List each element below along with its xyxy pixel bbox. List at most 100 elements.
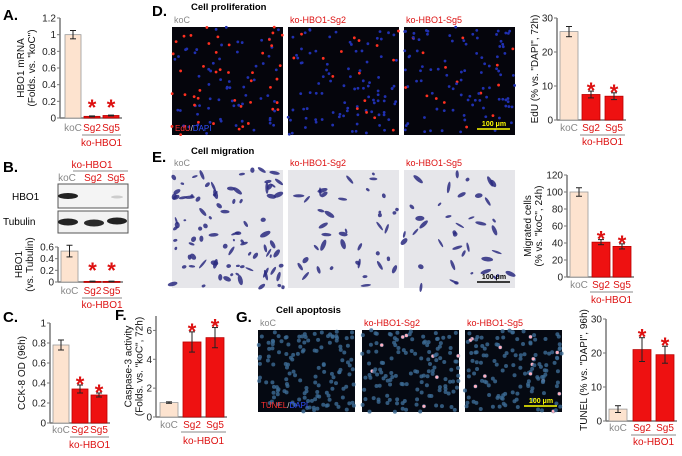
error-bar	[166, 401, 172, 404]
x-tick-label: Sg2	[183, 420, 201, 431]
blot-lane-label: Sg5	[107, 173, 125, 184]
bar-koc	[559, 31, 579, 121]
x-tick-label: Sg2	[83, 123, 101, 134]
blot-band	[58, 218, 78, 226]
stain-b: DAPI	[289, 401, 308, 410]
micrograph-label: koC	[174, 158, 191, 168]
x-tick-label: Sg2	[84, 286, 102, 297]
x-tick-label: Sg5	[605, 123, 623, 134]
micrograph-g-1: ko-HBO1-Sg2	[360, 318, 461, 414]
bar-koc	[52, 344, 70, 424]
x-tick-label: Sg5	[102, 123, 120, 134]
scale-bar-label: 100 μm	[482, 121, 506, 128]
western-blot: ko-HBO1 koC Sg2 Sg5 HBO1 Tubulin	[3, 160, 129, 234]
y-axis-label: EdU (% vs. "DAPI", 72h)	[530, 15, 541, 124]
error-bar	[619, 243, 625, 250]
stain-a: TUNEL	[261, 401, 288, 410]
group-label: ko-HBO1	[582, 137, 624, 148]
y-axis-label: CCK-8 OD (96h)	[17, 336, 28, 410]
y-tick-label: 0	[596, 417, 602, 428]
y-tick-label: 0	[50, 114, 56, 125]
y-tick-label: 20	[591, 349, 603, 360]
x-tick-label: Sg2	[582, 123, 600, 134]
x-tick-label: Sg5	[613, 280, 631, 291]
panel-label-b: B.	[3, 159, 18, 176]
significance-asterisk: *	[618, 231, 627, 256]
blot-band	[111, 195, 123, 199]
stain-sep: /	[191, 124, 194, 133]
bar-sg5	[655, 354, 675, 422]
group-label: ko-HBO1	[81, 138, 123, 149]
bar-koc	[159, 402, 179, 418]
x-tick-label: koC	[52, 425, 70, 436]
y-axis-label: (Folds. vs. "koC", 72h)	[134, 317, 145, 416]
error-bar	[96, 392, 102, 398]
chart-e: 0 20 40 60 80 100 120 Migrated cells (% vs. "koC…	[523, 171, 634, 306]
significance-asterisk: *	[107, 258, 116, 283]
x-tick-label: koC	[61, 286, 79, 297]
error-bar	[615, 405, 621, 413]
y-tick-label: 0.6	[32, 359, 46, 370]
panel-e-title: Cell migration	[191, 146, 255, 157]
blot-lane-label: koC	[58, 173, 76, 184]
group-label: ko-HBO1	[69, 440, 111, 451]
y-tick-label: 0.4	[40, 254, 54, 265]
micrograph-e-0: koC	[167, 158, 285, 290]
significance-asterisk: *	[610, 80, 619, 105]
y-tick-label: 20	[552, 256, 564, 267]
error-bar	[598, 239, 604, 246]
blot-band	[107, 217, 127, 225]
error-bar	[189, 331, 195, 353]
micrograph-label: ko-HBO1-Sg2	[290, 158, 346, 168]
significance-asterisk: *	[95, 380, 104, 405]
y-tick-label: 1	[40, 319, 46, 330]
significance-asterisk: *	[587, 78, 596, 103]
panel-label-c: C.	[3, 309, 18, 326]
x-tick-label: koC	[560, 123, 578, 134]
y-tick-label: 0.2	[42, 97, 56, 108]
bar-sg2	[182, 341, 202, 418]
y-axis-label: (% vs. "koC", 24h)	[534, 185, 545, 266]
error-bar	[108, 280, 115, 283]
bar-sg5	[205, 337, 225, 418]
y-tick-label: 0	[146, 413, 152, 424]
panel-d-title: Cell proliferation	[191, 2, 267, 13]
significance-asterisk: *	[76, 372, 85, 397]
error-bar	[212, 327, 218, 349]
y-axis-label: TUNEL (% vs. "DAPI", 96h)	[579, 309, 590, 431]
group-label: ko-HBO1	[183, 436, 225, 447]
y-tick-label: 0.4	[32, 379, 46, 390]
y-tick-label: 0.6	[42, 64, 56, 75]
group-label: ko-HBO1	[591, 295, 633, 306]
x-tick-label: Sg5	[90, 425, 108, 436]
significance-asterisk: *	[188, 319, 197, 344]
chart-c: 0 0.2 0.4 0.6 0.8 1 CCK-8 OD (96h) koC * Sg2 * Sg5 k…	[17, 319, 110, 452]
micrograph-d-1: ko-HBO1-Sg2	[286, 15, 400, 136]
y-tick-label: 80	[552, 205, 564, 216]
y-tick-label: 2	[146, 384, 152, 395]
significance-asterisk: *	[638, 325, 647, 350]
error-bar	[566, 26, 572, 38]
y-tick-label: 0	[547, 116, 553, 127]
micrograph-d-2: ko-HBO1-Sg5	[403, 15, 516, 135]
stain-b: DAPI	[193, 124, 212, 133]
micrograph-label: ko-HBO1-Sg5	[406, 158, 462, 168]
x-tick-label: Sg5	[206, 420, 224, 431]
y-tick-label: 1	[50, 30, 56, 41]
micrograph-g-2: ko-HBO1-Sg5	[463, 318, 564, 414]
blot-lane-label: Sg2	[84, 173, 102, 184]
micrograph-label: ko-HBO1-Sg2	[290, 15, 346, 25]
significance-asterisk: *	[88, 258, 97, 283]
blot-row-label: HBO1	[12, 192, 40, 203]
y-tick-label: 0.2	[40, 266, 54, 277]
y-axis-label: Migrated cells	[523, 195, 534, 257]
x-tick-label: Sg2	[592, 280, 610, 291]
stain-sep: /	[287, 401, 290, 410]
x-tick-label: koC	[609, 423, 627, 434]
stain-a: EdU	[175, 124, 191, 133]
significance-asterisk: *	[661, 333, 670, 358]
error-bar	[108, 114, 114, 117]
